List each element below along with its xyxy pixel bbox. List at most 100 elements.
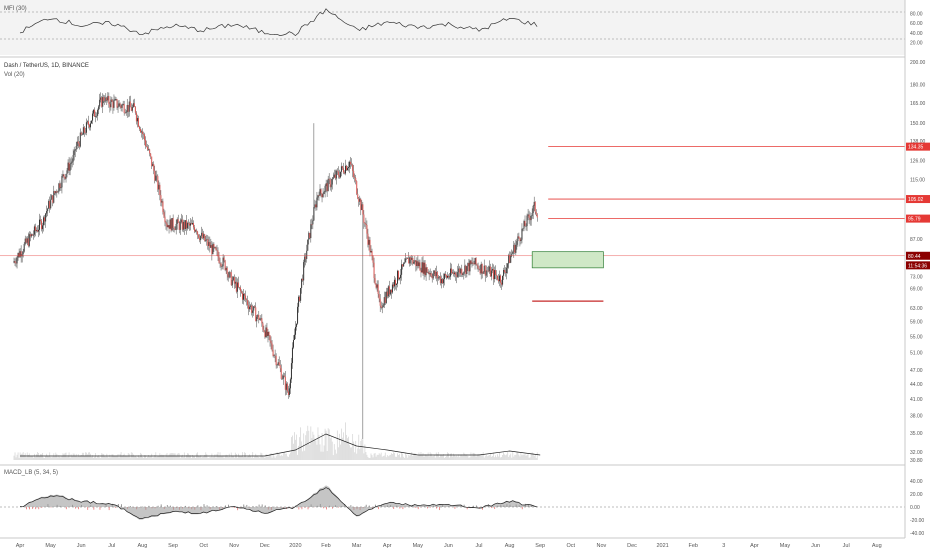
candle-body (52, 195, 53, 202)
candle-body (73, 155, 74, 161)
candle-body (511, 254, 512, 256)
candle-body (531, 216, 532, 220)
candle-body (197, 231, 198, 234)
price-tag-label: 105.02 (908, 197, 924, 203)
volume-bar (400, 457, 401, 460)
candle-body (209, 242, 210, 248)
volume-bar (99, 457, 100, 460)
candle-body (95, 116, 96, 117)
macd-hist-bar (253, 506, 254, 507)
candle-body (231, 272, 232, 285)
volume-bar (46, 454, 47, 460)
volume-bar (209, 457, 210, 460)
volume-bar (43, 458, 44, 460)
candle-body (49, 201, 50, 208)
candle-body (163, 212, 164, 216)
candle-body (400, 275, 401, 278)
volume-bar (498, 457, 499, 460)
candle-body (275, 355, 276, 356)
time-tick-label: Feb (688, 543, 697, 549)
candle-body (481, 264, 482, 273)
candle-body (265, 327, 266, 337)
volume-bar (418, 456, 419, 460)
candle-body (41, 221, 42, 229)
volume-bar (509, 455, 510, 460)
candle-body (264, 332, 265, 337)
candle-body (119, 103, 120, 106)
candle-body (222, 266, 223, 267)
volume-bar (521, 453, 522, 460)
volume-bar (102, 454, 103, 460)
volume-bar (245, 453, 246, 460)
volume-bar (271, 453, 272, 460)
volume-bar (363, 453, 364, 460)
candle-body (53, 191, 54, 203)
volume-bar (294, 432, 295, 460)
candle-body (145, 140, 146, 146)
candle-body (340, 172, 341, 178)
candle-body (338, 171, 339, 175)
candle-body (171, 219, 172, 230)
volume-group (14, 422, 541, 460)
price-axis-label: 47.00 (910, 368, 923, 374)
price-axis-label: 55.00 (910, 335, 923, 341)
volume-bar (373, 457, 374, 460)
volume-bar (34, 454, 35, 460)
volume-bar (219, 456, 220, 460)
candle-body (137, 118, 138, 121)
volume-bar (19, 458, 20, 460)
candle-body (128, 105, 129, 112)
candle-body (141, 131, 142, 132)
vol-label: Vol (20) (4, 72, 25, 78)
volume-bar (306, 431, 307, 460)
candle-body (475, 258, 476, 264)
candle-body (371, 251, 372, 252)
candle-body (441, 279, 442, 283)
volume-bar (354, 452, 355, 460)
volume-bar (502, 455, 503, 460)
volume-bar (379, 453, 380, 460)
volume-bar (390, 455, 391, 460)
candle-body (248, 305, 249, 309)
candle-body (349, 162, 350, 167)
volume-bar (504, 454, 505, 460)
candle-body (298, 297, 299, 307)
candle-body (102, 97, 103, 107)
candle-body (130, 102, 131, 108)
volume-bar (106, 454, 107, 460)
candle-body (410, 257, 411, 260)
volume-bar (503, 452, 504, 460)
candle-body (220, 263, 221, 264)
candle-body (392, 285, 393, 293)
candle-body (348, 167, 349, 168)
candle-body (411, 258, 412, 260)
volume-bar (103, 454, 104, 460)
candle-body (434, 271, 435, 274)
volume-bar (360, 441, 361, 460)
candle-body (85, 133, 86, 134)
macd-hist-bar (161, 504, 162, 507)
time-tick-label: May (45, 543, 56, 549)
volume-bar (369, 458, 370, 460)
macd-hist-bar (167, 505, 168, 507)
candle-body (256, 317, 257, 321)
candle-body (435, 271, 436, 276)
candle-body (75, 149, 76, 150)
candle-body (219, 257, 220, 263)
candle-body (23, 252, 24, 254)
candle-body (36, 230, 37, 231)
volume-bar (353, 442, 354, 460)
time-tick-label: Apr (750, 543, 759, 549)
volume-bar (520, 456, 521, 460)
volume-bar (438, 452, 439, 460)
volume-bar (343, 432, 344, 460)
volume-bar (476, 457, 477, 460)
volume-bar (146, 458, 147, 460)
candle-body (125, 113, 126, 114)
volume-bar (429, 456, 430, 460)
volume-bar (93, 458, 94, 460)
candle-body (186, 220, 187, 228)
candle-body (456, 275, 457, 277)
candle-body (92, 114, 93, 121)
